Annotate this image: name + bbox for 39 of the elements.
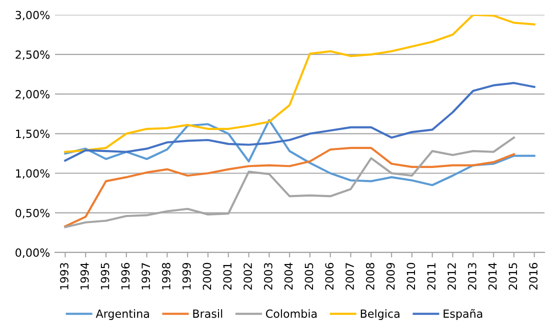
x-tick-label: 2008 — [366, 262, 374, 290]
x-tick-label: 1998 — [162, 262, 170, 290]
legend-label: Colombia — [266, 309, 317, 318]
x-tick-label: 1993 — [60, 263, 68, 290]
x-tick-label: 2010 — [406, 262, 416, 290]
x-tick-label: 2009 — [386, 262, 395, 290]
x-tick-label: 2001 — [223, 263, 232, 290]
x-tick-label: 2005 — [304, 263, 314, 290]
y-tick-label: 0,50% — [16, 208, 50, 218]
line-series — [64, 14, 536, 153]
x-tick-label: 2014 — [488, 262, 497, 290]
x-tick-label: 2002 — [244, 263, 252, 290]
x-tick-label: 1995 — [100, 263, 110, 290]
x-tick-label: 1994 — [80, 262, 89, 290]
line-series — [64, 82, 536, 162]
x-tick-label: 2013 — [468, 263, 476, 290]
legend-label: España — [444, 309, 482, 320]
x-tick-label: 2011 — [427, 263, 436, 290]
y-tick-label: 2,00% — [16, 90, 50, 100]
x-tick-label: 1997 — [142, 263, 150, 290]
x-tick-label: 1996 — [121, 262, 130, 290]
x-tick-label: 2006 — [325, 262, 334, 290]
y-tick-label: 1,50% — [16, 130, 50, 140]
y-tick-label: 0,00% — [16, 248, 50, 258]
x-tick-label: 2016 — [529, 262, 538, 290]
y-tick-label: 1,00% — [16, 169, 50, 179]
x-tick-label: 2003 — [264, 263, 272, 290]
legend-label: Brasil — [193, 309, 222, 318]
y-tick-label: 3,00% — [16, 10, 50, 20]
y-tick-label: 2,50% — [16, 50, 50, 60]
legend-label: Belgica — [360, 309, 400, 320]
x-tick-label: 2012 — [448, 263, 456, 290]
x-tick-label: 2015 — [508, 263, 518, 290]
x-tick-label: 2007 — [346, 263, 354, 290]
legend-label: Argentina — [96, 309, 149, 320]
line-series — [64, 119, 536, 186]
x-tick-label: 2004 — [284, 262, 293, 290]
x-tick-label: 2000 — [202, 262, 212, 290]
x-tick-label: 1999 — [182, 262, 191, 290]
